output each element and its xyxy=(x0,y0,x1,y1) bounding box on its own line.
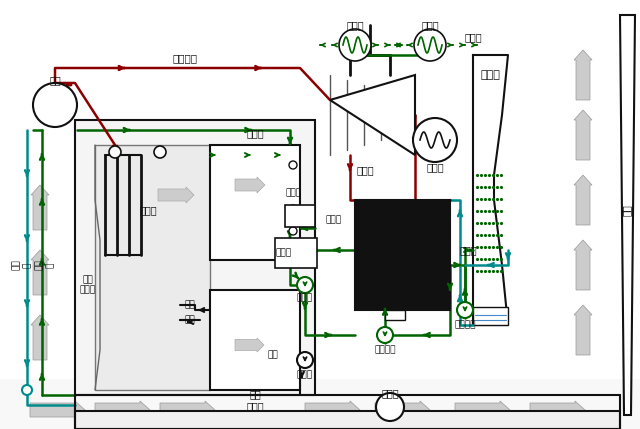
Polygon shape xyxy=(620,15,635,415)
Text: 过热蝨汽: 过热蝨汽 xyxy=(173,53,198,63)
FancyArrow shape xyxy=(574,110,592,160)
Polygon shape xyxy=(330,75,415,155)
Circle shape xyxy=(339,29,371,61)
Text: 下降
管: 下降 管 xyxy=(12,260,32,270)
Bar xyxy=(385,310,405,320)
Bar xyxy=(275,238,317,268)
Bar xyxy=(75,120,315,395)
Circle shape xyxy=(33,83,77,127)
Circle shape xyxy=(377,327,393,343)
Text: 汽包: 汽包 xyxy=(49,75,61,85)
FancyArrow shape xyxy=(574,175,592,225)
Circle shape xyxy=(297,277,313,293)
Circle shape xyxy=(289,205,297,213)
Polygon shape xyxy=(95,145,210,390)
Text: 引风机: 引风机 xyxy=(381,388,399,398)
Text: 粉煤
燃烧器: 粉煤 燃烧器 xyxy=(80,275,96,295)
Bar xyxy=(355,200,450,310)
Text: 循环水泵: 循环水泵 xyxy=(454,320,476,329)
Text: 补充水: 补充水 xyxy=(325,215,341,224)
Circle shape xyxy=(22,385,32,395)
Text: 粉煤: 粉煤 xyxy=(184,315,195,324)
Text: 吹风机: 吹风机 xyxy=(297,371,313,380)
FancyArrow shape xyxy=(235,338,264,352)
FancyArrow shape xyxy=(530,401,585,419)
Text: 热风: 热风 xyxy=(184,300,195,309)
Bar xyxy=(473,307,508,325)
FancyArrow shape xyxy=(158,187,194,203)
Text: 水冷
壁: 水冷 壁 xyxy=(35,260,54,270)
Text: 冷却塔: 冷却塔 xyxy=(480,70,500,80)
Circle shape xyxy=(414,29,446,61)
Text: 过热器: 过热器 xyxy=(139,205,157,215)
Text: 发电机: 发电机 xyxy=(426,162,444,172)
Text: 凝汽器: 凝汽器 xyxy=(460,245,477,255)
Text: 补充水: 补充水 xyxy=(275,248,291,257)
Circle shape xyxy=(457,302,473,318)
Bar xyxy=(285,205,315,227)
FancyArrow shape xyxy=(574,240,592,290)
FancyArrow shape xyxy=(574,305,592,355)
Circle shape xyxy=(413,118,457,162)
FancyArrow shape xyxy=(30,401,85,419)
Text: 冷风: 冷风 xyxy=(268,350,278,360)
Circle shape xyxy=(289,227,297,235)
Bar xyxy=(210,290,300,390)
Circle shape xyxy=(109,146,121,158)
Text: 空气
预热器: 空气 预热器 xyxy=(246,389,264,411)
FancyArrow shape xyxy=(305,401,360,419)
FancyArrow shape xyxy=(31,315,49,360)
Circle shape xyxy=(297,352,313,368)
Text: 烟囱: 烟囱 xyxy=(622,204,632,216)
FancyArrow shape xyxy=(375,401,430,419)
Bar xyxy=(210,145,300,260)
Circle shape xyxy=(376,393,404,421)
FancyArrow shape xyxy=(31,185,49,230)
Text: 省煤器: 省煤器 xyxy=(246,128,264,138)
Bar xyxy=(0,379,640,429)
FancyArrow shape xyxy=(574,50,592,100)
FancyArrow shape xyxy=(235,177,265,193)
Text: 给水泵: 给水泵 xyxy=(297,293,313,302)
Text: 风冷器: 风冷器 xyxy=(421,20,439,30)
FancyArrow shape xyxy=(160,401,215,419)
Circle shape xyxy=(289,161,297,169)
FancyArrow shape xyxy=(455,401,510,419)
Text: 循环水: 循环水 xyxy=(465,32,483,42)
Circle shape xyxy=(154,146,166,158)
FancyArrow shape xyxy=(95,401,150,419)
Text: 汽轮机: 汽轮机 xyxy=(356,165,374,175)
Bar xyxy=(75,411,620,429)
Text: 凝结水泵: 凝结水泵 xyxy=(374,345,396,354)
FancyArrow shape xyxy=(31,250,49,295)
Text: 除氧器: 除氧器 xyxy=(285,188,301,197)
Text: 冷油器: 冷油器 xyxy=(346,20,364,30)
